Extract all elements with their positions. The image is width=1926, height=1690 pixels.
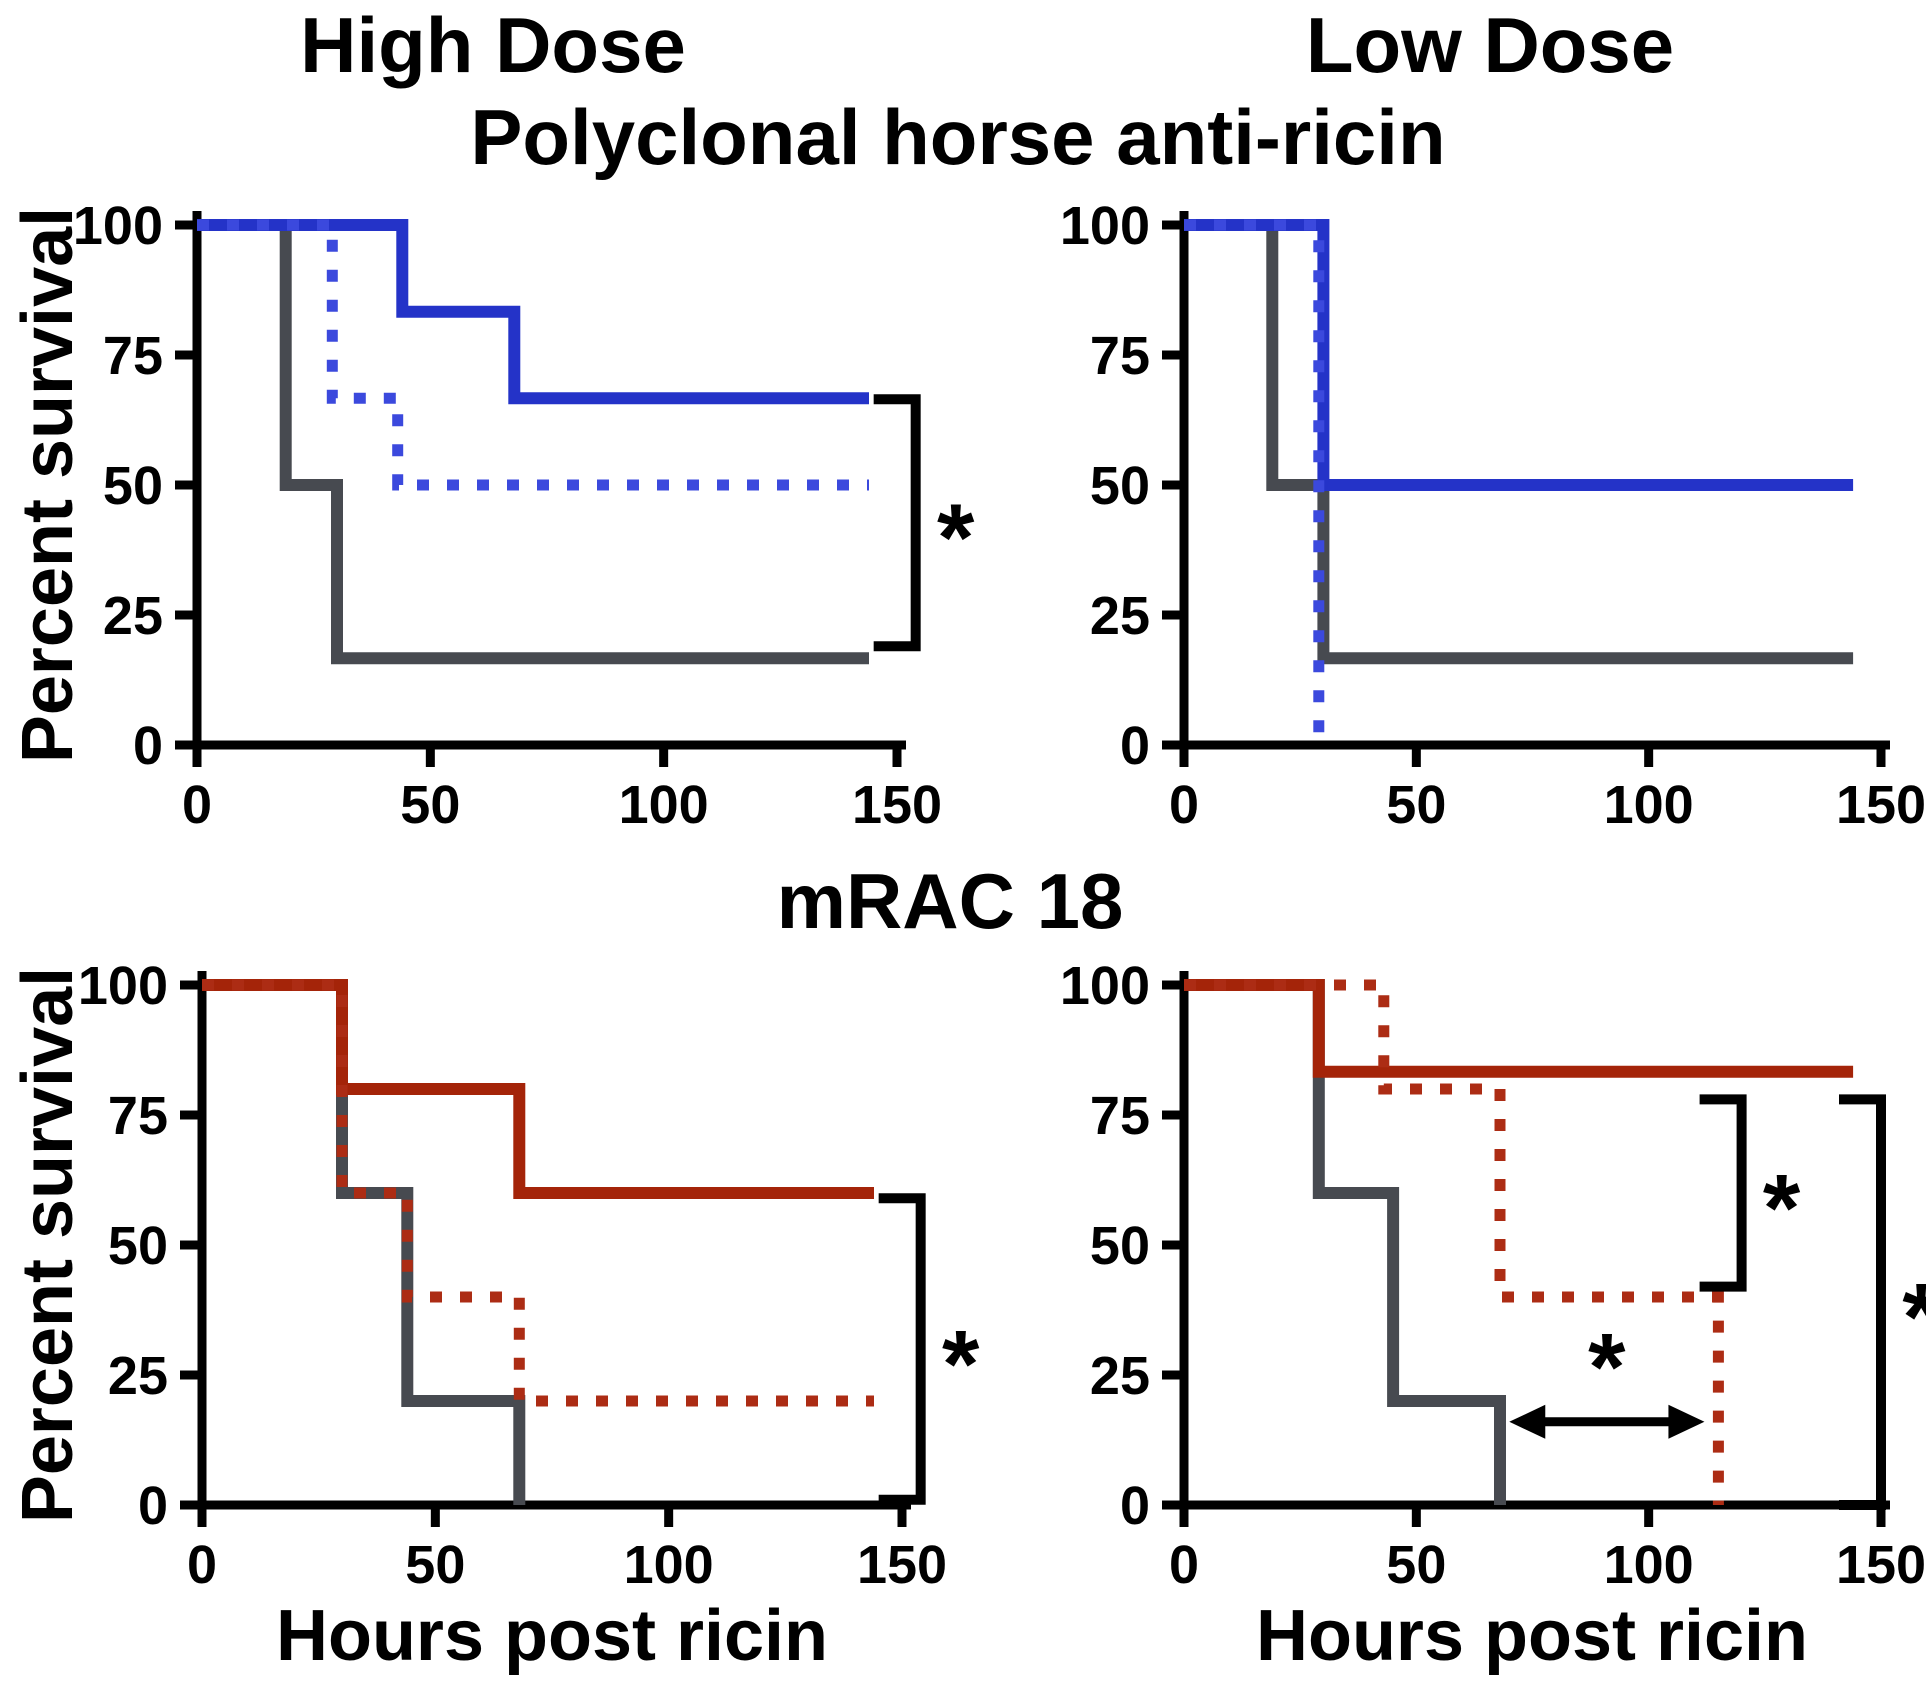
significance-star: * (1763, 1155, 1801, 1262)
x-axis-label-right: Hours post ricin (1255, 1596, 1809, 1676)
x-tick-label: 150 (857, 1535, 947, 1595)
y-tick-label: 100 (73, 196, 163, 256)
y-tick-label: 50 (1090, 1216, 1150, 1276)
y-tick-label: 100 (1060, 196, 1150, 256)
series-gray-solid-control (1184, 219, 1854, 665)
y-tick-label: 25 (1090, 1346, 1150, 1406)
column-title-low-dose: Low Dose (1305, 1, 1675, 89)
significance-star: * (1588, 1314, 1626, 1421)
y-tick-label: 100 (1060, 956, 1150, 1016)
y-tick-label: 50 (108, 1216, 168, 1276)
x-tick-label: 0 (182, 775, 212, 835)
significance-star: * (942, 1311, 980, 1418)
y-tick-label: 25 (108, 1346, 168, 1406)
axis-lines (1179, 211, 1890, 750)
significance-star: * (937, 485, 975, 592)
y-axis-label-bottom: Percent survival (8, 966, 88, 1524)
x-tick-label: 50 (1386, 775, 1446, 835)
x-tick-label: 100 (1604, 1535, 1694, 1595)
y-axis-label-top: Percent survival (8, 206, 88, 764)
series-blue-dotted (197, 219, 869, 491)
x-tick-label: 150 (1836, 775, 1926, 835)
significance-star: * (1902, 1264, 1926, 1371)
y-tick-label: 75 (103, 326, 163, 386)
y-tick-label: 0 (133, 716, 163, 776)
y-tick-label: 25 (103, 586, 163, 646)
series-blue-solid (1184, 219, 1854, 491)
y-tick-label: 0 (1120, 716, 1150, 776)
y-tick-label: 0 (138, 1476, 168, 1536)
series-gray-solid-control (1184, 979, 1506, 1505)
significance-bracket (873, 394, 921, 652)
x-tick-label: 150 (852, 775, 942, 835)
y-tick-label: 100 (78, 956, 168, 1016)
x-tick-label: 100 (619, 775, 709, 835)
arrowhead-left-icon (1509, 1404, 1546, 1439)
axis-lines (1179, 971, 1890, 1510)
x-tick-label: 50 (1386, 1535, 1446, 1595)
series-gray-solid-control (202, 979, 526, 1505)
x-tick-label: 50 (405, 1535, 465, 1595)
row-title-mrac18: mRAC 18 (776, 857, 1124, 945)
x-tick-label: 100 (624, 1535, 714, 1595)
x-tick-label: 0 (187, 1535, 217, 1595)
y-tick-label: 75 (1090, 1086, 1150, 1146)
x-tick-label: 0 (1169, 775, 1199, 835)
series-gray-solid-control (197, 219, 869, 665)
y-tick-label: 50 (1090, 456, 1150, 516)
x-tick-label: 100 (1604, 775, 1694, 835)
axis-lines (192, 211, 906, 750)
significance-bracket (878, 1193, 926, 1505)
y-tick-label: 0 (1120, 1476, 1150, 1536)
x-tick-label: 150 (1836, 1535, 1926, 1595)
significance-bracket (1699, 1094, 1747, 1292)
y-tick-label: 75 (108, 1086, 168, 1146)
x-axis-label-left: Hours post ricin (275, 1596, 829, 1676)
column-title-high-dose: High Dose (300, 1, 686, 89)
panel-polyclonal-low-dose: 0 25 50 75 100 0 50 100 150 (1060, 196, 1926, 835)
arrowhead-right-icon (1668, 1404, 1705, 1439)
y-tick-label: 75 (1090, 326, 1150, 386)
panel-mrac18-low-dose: 0 25 50 75 100 0 50 100 150 * * * (1060, 956, 1926, 1595)
panel-mrac18-high-dose: 0 25 50 75 100 0 50 100 150 * (78, 956, 980, 1595)
series-blue-dotted (1184, 219, 1325, 745)
y-tick-label: 50 (103, 456, 163, 516)
series-red-solid (202, 979, 874, 1199)
panel-polyclonal-high-dose: 0 25 50 75 100 0 50 100 150 * (73, 196, 975, 835)
row-title-polyclonal: Polyclonal horse anti-ricin (470, 93, 1446, 181)
series-red-solid (1184, 979, 1854, 1078)
x-tick-label: 50 (400, 775, 460, 835)
axis-lines (197, 971, 911, 1510)
series-blue-solid (197, 219, 869, 405)
significance-bracket (1839, 1094, 1886, 1510)
x-tick-label: 0 (1169, 1535, 1199, 1595)
y-tick-label: 25 (1090, 586, 1150, 646)
series-red-dotted (1184, 979, 1724, 1505)
